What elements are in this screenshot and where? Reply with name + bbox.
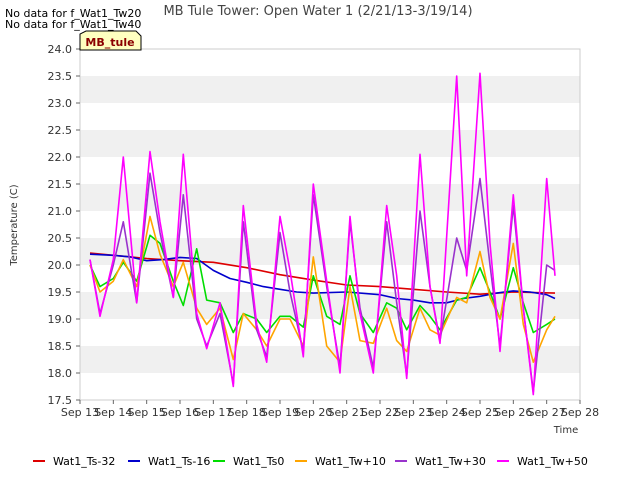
grid-band <box>80 184 580 211</box>
grid-band <box>80 265 580 292</box>
x-tick-label: Sep 14 <box>94 406 132 419</box>
y-tick-label: 18.5 <box>48 340 73 353</box>
plot-bands <box>80 49 580 400</box>
y-tick-label: 22.5 <box>48 124 73 137</box>
x-tick-label: Sep 18 <box>228 406 266 419</box>
series-line-wat1-tw-50 <box>89 72 556 396</box>
legend-label: Wat1_Tw+30 <box>415 455 486 468</box>
series-lines <box>89 72 556 396</box>
x-tick-label: Sep 20 <box>294 406 332 419</box>
y-tick-label: 23.5 <box>48 70 73 83</box>
y-tick-label: 24.0 <box>48 43 73 56</box>
y-tick-label: 21.5 <box>48 178 73 191</box>
grid-band <box>80 211 580 238</box>
legend-label: Wat1_Ts0 <box>233 455 284 468</box>
plot-frame <box>79 48 581 401</box>
y-tick-label: 19.0 <box>48 313 73 326</box>
x-tick-label: Sep 15 <box>128 406 166 419</box>
x-axis-label: Time <box>553 425 578 436</box>
x-tick-label: Sep 23 <box>394 406 432 419</box>
y-tick-label: 22.0 <box>48 151 73 164</box>
site-badge: MB_tule <box>79 30 142 51</box>
x-tick-label: Sep 27 <box>528 406 566 419</box>
legend-label: Wat1_Ts-32 <box>53 455 115 468</box>
x-tick-label: Sep 17 <box>194 406 232 419</box>
x-tick-label: Sep 24 <box>428 406 466 419</box>
y-tick-label: 19.5 <box>48 286 73 299</box>
grid-band <box>80 373 580 400</box>
y-tick-label: 23.0 <box>48 97 73 110</box>
y-tick-label: 17.5 <box>48 394 73 407</box>
no-data-note-1: No data for f_Wat1_Tw20 <box>5 7 142 20</box>
legend-label: Wat1_Tw+10 <box>315 455 386 468</box>
grid-band <box>80 49 580 76</box>
x-tick-label: Sep 22 <box>361 406 399 419</box>
grid-band <box>80 103 580 130</box>
y-tick-label: 20.0 <box>48 259 73 272</box>
y-axis-label: Temperature (C) <box>9 184 20 266</box>
site-badge-text: MB_tule <box>85 36 134 49</box>
legend-label: Wat1_Tw+50 <box>517 455 588 468</box>
no-data-note-2: No data for f_Wat1_Tw40 <box>5 18 142 31</box>
x-tick-label: Sep 19 <box>261 406 299 419</box>
x-tick-label: Sep 28 <box>561 406 599 419</box>
grid-band <box>80 319 580 346</box>
x-tick-label: Sep 26 <box>494 406 532 419</box>
y-axis: 17.5 18.0 18.5 19.0 19.5 20.0 20.5 21.0 21.5 22.0… <box>48 43 80 407</box>
x-tick-label: Sep 21 <box>328 406 366 419</box>
y-tick-label: 21.0 <box>48 205 73 218</box>
x-tick-label: Sep 13 <box>61 406 99 419</box>
legend: Wat1_Ts-32 Wat1_Ts-16 Wat1_Ts0 Wat1_Tw+10 Wa… <box>33 455 588 468</box>
legend-label: Wat1_Ts-16 <box>148 455 210 468</box>
grid-band <box>80 130 580 157</box>
x-tick-label: Sep 25 <box>461 406 499 419</box>
grid-band <box>80 76 580 103</box>
chart-title: MB Tule Tower: Open Water 1 (2/21/13-3/1… <box>163 4 472 19</box>
x-tick-label: Sep 16 <box>161 406 199 419</box>
y-tick-label: 20.5 <box>48 232 73 245</box>
grid-band <box>80 157 580 184</box>
y-tick-label: 18.0 <box>48 367 73 380</box>
